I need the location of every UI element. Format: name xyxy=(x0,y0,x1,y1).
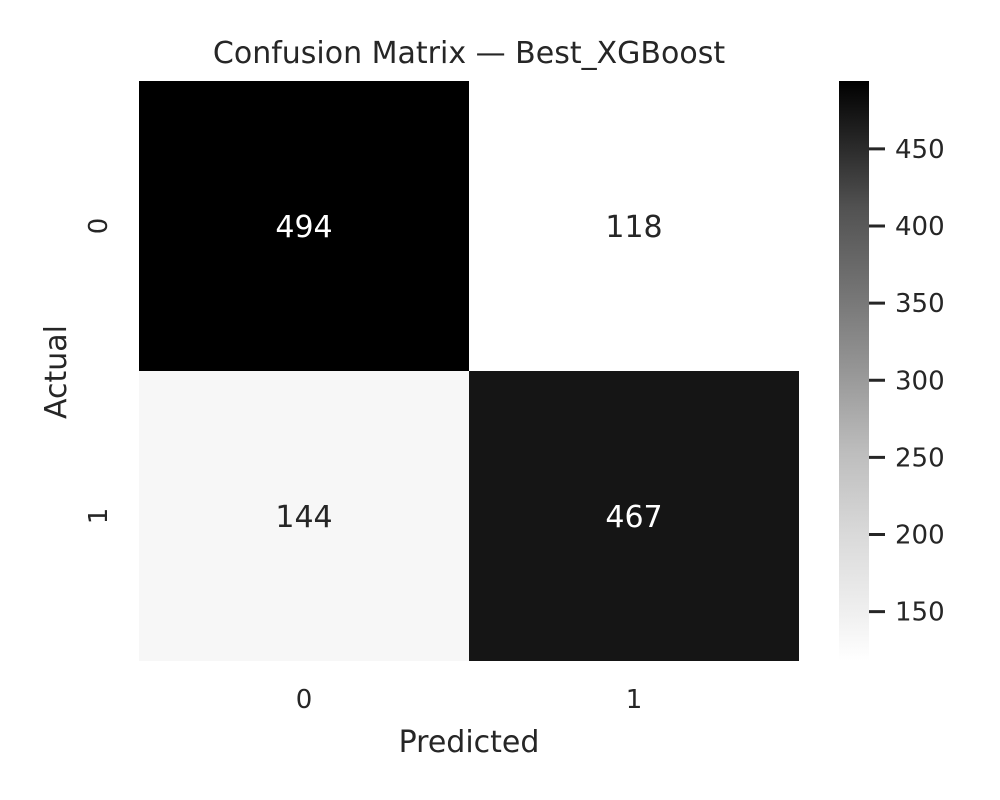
y-axis-ticks: 01 xyxy=(84,218,114,525)
colorbar xyxy=(839,81,869,661)
y-tick-label-1: 1 xyxy=(84,508,114,525)
chart-title: Confusion Matrix — Best_XGBoost xyxy=(213,36,725,71)
colorbar-tick-label-2: 250 xyxy=(895,443,945,473)
x-tick-label-1: 1 xyxy=(626,685,643,715)
colorbar-tick-label-4: 350 xyxy=(895,289,945,319)
heatmap-cell-r0-c1 xyxy=(469,81,799,371)
colorbar-tick-label-5: 400 xyxy=(895,212,945,242)
heatmap-cell-r1-c1 xyxy=(469,371,799,661)
cell-value-r1-c1: 467 xyxy=(605,500,662,535)
y-tick-label-0: 0 xyxy=(84,218,114,235)
cell-value-r0-c1: 118 xyxy=(605,210,662,245)
x-tick-label-0: 0 xyxy=(296,685,313,715)
cell-value-r0-c0: 494 xyxy=(275,210,332,245)
heatmap-cell-r1-c0 xyxy=(139,371,469,661)
colorbar-tick-label-0: 150 xyxy=(895,598,945,628)
y-axis-label: Actual xyxy=(39,325,74,419)
colorbar-tick-label-1: 200 xyxy=(895,521,945,551)
heatmap-cells: 494 118 144 467 xyxy=(139,81,799,661)
colorbar-tick-label-6: 450 xyxy=(895,135,945,165)
colorbar-tick-label-3: 300 xyxy=(895,366,945,396)
colorbar-ticks: 150 200 250 300 350 400 450 xyxy=(869,135,945,628)
cell-value-r1-c0: 144 xyxy=(275,500,332,535)
x-axis-label: Predicted xyxy=(399,725,540,760)
heatmap-cell-r0-c0 xyxy=(139,81,469,371)
